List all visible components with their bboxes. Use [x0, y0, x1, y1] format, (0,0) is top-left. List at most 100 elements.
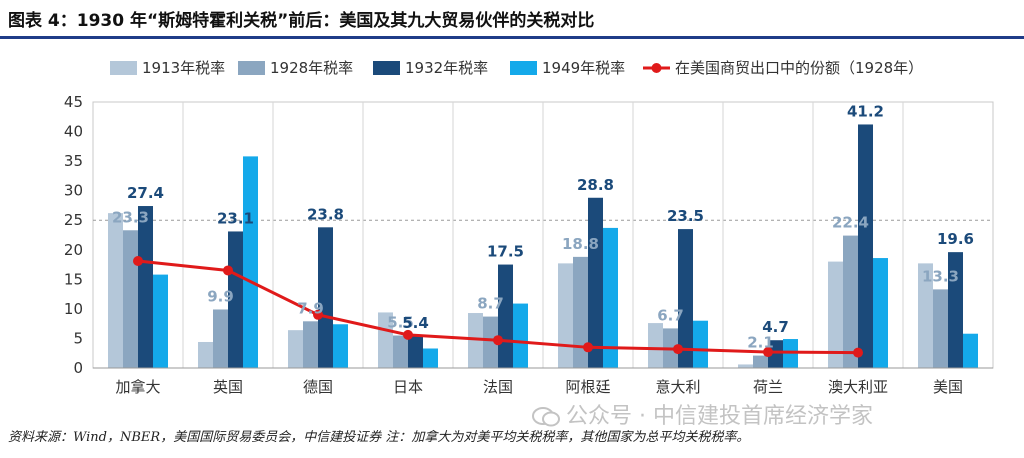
data-label: 23.5 [667, 207, 704, 225]
y-tick-label: 35 [64, 152, 83, 170]
y-tick-label: 10 [64, 300, 83, 318]
data-label: 22.4 [832, 214, 869, 232]
bar-1913年税率-英国 [198, 341, 213, 368]
legend-label: 在美国商贸出口中的份额（1928年） [675, 59, 923, 77]
bar-1932年税率-意大利 [678, 229, 693, 368]
chart-legend: 1913年税率 1928年税率 1932年税率 1949年税率 在美国商贸出口中的份额（… [110, 59, 923, 77]
watermark-text: 公众号 · 中信建投首席经济学家 [566, 404, 873, 429]
bar-1949年税率-美国 [963, 333, 978, 368]
y-tick-label: 15 [64, 270, 83, 288]
bar-1928年税率-荷兰 [753, 355, 768, 368]
data-label: 41.2 [847, 102, 884, 120]
x-tick-label: 法国 [483, 378, 513, 396]
legend-swatch [373, 61, 400, 75]
x-tick-label: 日本 [393, 378, 423, 396]
legend-swatch [110, 61, 137, 75]
bar-1932年税率-日本 [408, 336, 423, 368]
y-tick-label: 25 [64, 211, 83, 229]
share-point [223, 265, 233, 276]
share-point [403, 329, 413, 340]
title-rule [0, 36, 1024, 39]
bar-1913年税率-加拿大 [108, 213, 123, 368]
share-line-series [133, 256, 863, 358]
bar-1913年税率-阿根廷 [558, 263, 573, 368]
bar-1932年税率-英国 [228, 231, 243, 368]
data-label: 2.1 [747, 334, 774, 352]
data-label: 23.3 [112, 208, 149, 226]
source-note: 资料来源：Wind，NBER，美国国际贸易委员会，中信建投证券 注：加拿大为对美… [8, 430, 750, 445]
bar-1913年税率-意大利 [648, 323, 663, 368]
data-labels: 23.3 27.4 9.9 23.1 7.9 23.8 5.55.4 8.7 17.5 18.8 2… [112, 102, 974, 351]
data-label: 8.7 [477, 295, 504, 313]
share-point [313, 309, 323, 320]
bar-1949年税率-法国 [513, 303, 528, 368]
legend-label: 1932年税率 [405, 59, 488, 77]
bar-1928年税率-英国 [213, 309, 228, 368]
bar-1949年税率-德国 [333, 324, 348, 368]
data-label: 9.9 [207, 287, 234, 305]
share-point [763, 347, 773, 358]
bar-1928年税率-美国 [933, 289, 948, 368]
y-tick-label: 0 [73, 359, 83, 377]
bar-1913年税率-澳大利亚 [828, 261, 843, 368]
bar-1928年税率-阿根廷 [573, 256, 588, 368]
data-label: 28.8 [577, 176, 614, 194]
data-label: 17.5 [487, 243, 524, 261]
legend-marker [651, 63, 662, 73]
tariff-bar-chart: 1913年税率 1928年税率 1932年税率 1949年税率 在美国商贸出口中的份额（… [64, 59, 994, 396]
bar-1932年税率-法国 [498, 264, 513, 368]
bar-1949年税率-英国 [243, 156, 258, 368]
data-label: 27.4 [127, 184, 164, 202]
bar-1928年税率-法国 [483, 316, 498, 368]
x-tick-label: 阿根廷 [565, 378, 610, 396]
data-label: 4.7 [762, 318, 789, 336]
data-label: 5.5 [387, 313, 414, 331]
x-tick-label: 意大利 [655, 378, 700, 396]
x-axis: 加拿大 英国 德国 日本 法国 阿根廷 意大利 荷兰 澳大利亚 美国 [93, 367, 993, 396]
bar-series [108, 124, 978, 368]
data-label: 6.7 [657, 306, 684, 324]
bar-1913年税率-德国 [288, 330, 303, 368]
bar-1932年税率-荷兰 [768, 340, 783, 368]
x-tick-label: 荷兰 [753, 378, 783, 396]
data-label: 13.3 [922, 267, 959, 285]
x-tick-label: 加拿大 [115, 378, 160, 396]
data-label: 5.4 [402, 314, 429, 332]
y-tick-label: 5 [73, 329, 83, 347]
bar-1913年税率-荷兰 [738, 364, 753, 368]
x-tick-label: 澳大利亚 [828, 378, 888, 396]
bar-1932年税率-德国 [318, 227, 333, 368]
bar-1949年税率-日本 [423, 348, 438, 368]
share-point [853, 347, 863, 358]
bar-1949年税率-意大利 [693, 320, 708, 368]
x-tick-label: 美国 [933, 378, 963, 396]
watermark: 公众号 · 中信建投首席经济学家 [532, 398, 873, 430]
bar-1913年税率-美国 [918, 263, 933, 368]
bar-1932年税率-加拿大 [138, 206, 153, 368]
share-point [583, 342, 593, 353]
y-tick-label: 20 [64, 241, 83, 259]
y-axis: 0 5 10 15 20 25 30 35 40 45 [64, 93, 83, 377]
bar-1928年税率-德国 [303, 321, 318, 368]
bar-1949年税率-澳大利亚 [873, 258, 888, 368]
y-tick-label: 30 [64, 182, 83, 200]
data-label: 23.8 [307, 205, 344, 223]
share-point [493, 335, 503, 346]
bar-1932年税率-阿根廷 [588, 197, 603, 368]
legend-label: 1949年税率 [542, 59, 625, 77]
share-point [673, 344, 683, 355]
wechat-icon [532, 407, 560, 427]
share-point [133, 256, 143, 267]
y-tick-label: 45 [64, 93, 83, 111]
bar-1928年税率-澳大利亚 [843, 235, 858, 368]
bar-1913年税率-日本 [378, 312, 393, 368]
bar-1913年税率-法国 [468, 313, 483, 368]
bar-1949年税率-阿根廷 [603, 227, 618, 368]
bar-1928年税率-日本 [393, 335, 408, 368]
data-label: 19.6 [937, 230, 974, 248]
data-label: 23.1 [217, 209, 254, 227]
data-label: 18.8 [562, 235, 599, 253]
bar-1928年税率-加拿大 [123, 230, 138, 368]
legend-swatch [510, 61, 537, 75]
x-tick-label: 英国 [213, 378, 243, 396]
